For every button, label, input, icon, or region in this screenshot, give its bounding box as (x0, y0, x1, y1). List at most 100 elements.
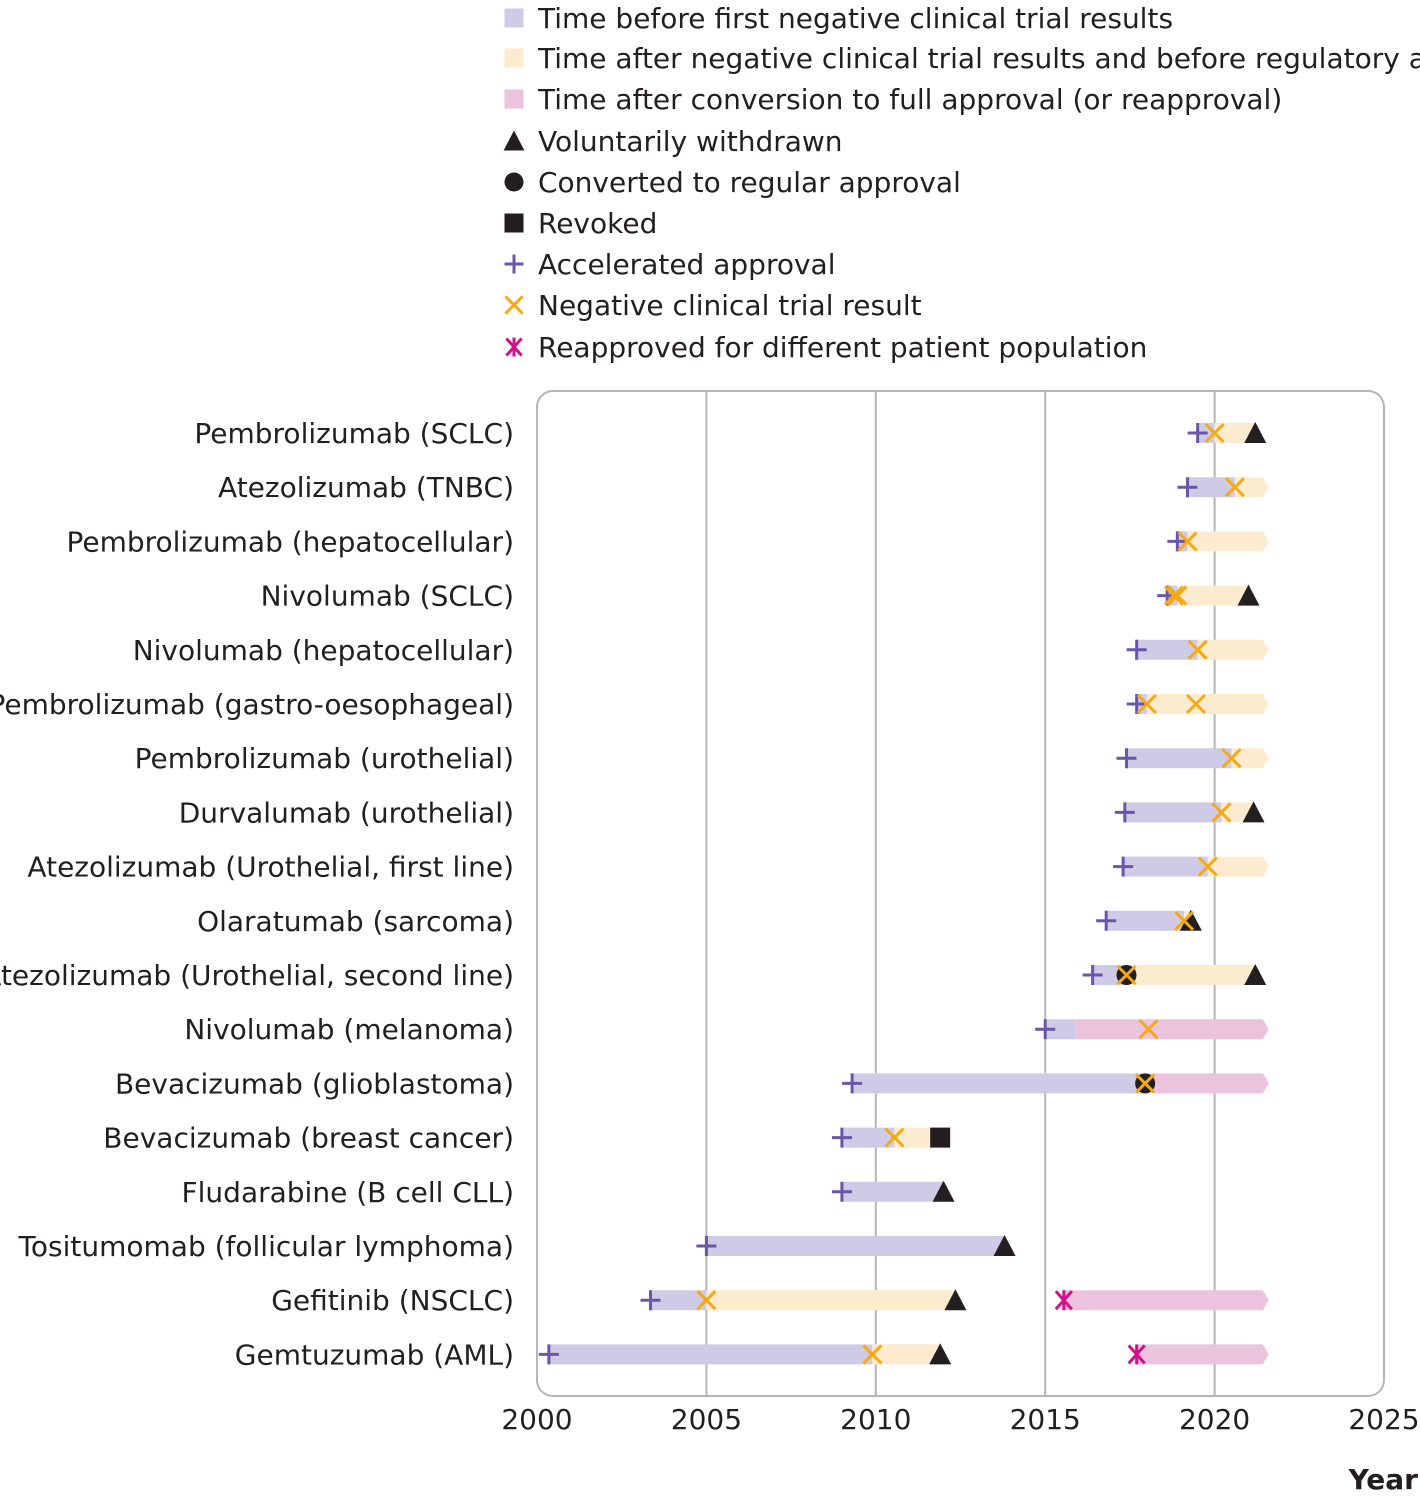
square-icon (930, 1128, 950, 1148)
legend-label: Time after negative clinical trial resul… (537, 42, 1420, 75)
asterisk-marker-icon (506, 338, 521, 357)
chart-row: Atezolizumab (TNBC) (218, 471, 1269, 504)
triangle-marker-icon (504, 131, 525, 151)
cross-marker-icon (505, 296, 522, 313)
bar-segment-after-negative (1187, 531, 1268, 551)
chart-row: Nivolumab (melanoma) (184, 1013, 1268, 1046)
x-tick-label: 2020 (1179, 1403, 1250, 1436)
legend-item-accelerated: Accelerated approval (505, 248, 836, 281)
legend-item-after_conversion: Time after conversion to full approval (… (505, 83, 1283, 116)
legend-label: Reapproved for different patient populat… (538, 331, 1147, 364)
legend-label: Accelerated approval (538, 248, 835, 281)
x-tick-label: 2010 (840, 1403, 911, 1436)
legend-item-revoked: Revoked (505, 207, 658, 240)
row-label: Gemtuzumab (AML) (235, 1338, 514, 1371)
x-tick-label: 2005 (671, 1403, 742, 1436)
chart-row: Pembrolizumab (gastro-oesophageal) (0, 688, 1269, 721)
bar-segment-before-negative (1123, 857, 1208, 877)
bar-segment-before-negative (1127, 748, 1232, 768)
chart-row: Olaratumab (sarcoma) (197, 905, 1202, 938)
chart-row: Bevacizumab (breast cancer) (103, 1122, 950, 1155)
bar-segment-before-negative (1125, 802, 1222, 822)
row-label: Nivolumab (hepatocellular) (133, 634, 514, 667)
bar-segment-before-negative (549, 1344, 873, 1364)
legend-item-negative: Negative clinical trial result (505, 289, 921, 322)
legend-label: Negative clinical trial result (538, 289, 922, 322)
legend-label: Time after conversion to full approval (… (537, 83, 1282, 116)
plus-marker-icon (505, 255, 524, 274)
chart-row: Durvalumab (urothelial) (179, 796, 1265, 829)
chart-row: Nivolumab (SCLC) (261, 580, 1260, 613)
chart-row: Gemtuzumab (AML) (235, 1338, 1269, 1371)
chart-row: Atezolizumab (Urothelial, first line) (27, 851, 1268, 884)
row-label: Atezolizumab (TNBC) (218, 471, 514, 504)
row-label: Nivolumab (SCLC) (261, 580, 514, 613)
row-label: Atezolizumab (Urothelial, first line) (27, 851, 514, 884)
bar-segment-after-negative (1177, 586, 1248, 606)
asterisk-icon (506, 338, 521, 357)
legend-label: Voluntarily withdrawn (538, 125, 843, 158)
legend: Time before first negative clinical tria… (504, 2, 1420, 364)
legend-label: Time before first negative clinical tria… (537, 2, 1173, 35)
row-label: Atezolizumab (Urothelial, second line) (0, 959, 514, 992)
row-label: Pembrolizumab (hepatocellular) (66, 525, 514, 558)
purple-square-marker-icon (505, 9, 524, 28)
bar-segment-before-negative (852, 1073, 1145, 1093)
row-label: Bevacizumab (breast cancer) (103, 1122, 514, 1155)
bar-segment-before-negative (1106, 911, 1184, 931)
x-tick-label: 2000 (501, 1403, 572, 1436)
bar-segment-before-negative (706, 1236, 1004, 1256)
row-label: Gefitinib (NSCLC) (271, 1284, 514, 1317)
yellow-square-marker-icon (505, 49, 524, 68)
bar-segment-after-negative (1198, 640, 1269, 660)
row-label: Bevacizumab (glioblastoma) (115, 1067, 514, 1100)
chart-row: Tositumomab (follicular lymphoma) (18, 1230, 1016, 1263)
chart-row: Bevacizumab (glioblastoma) (115, 1067, 1269, 1100)
bar-segment-after-conversion (1137, 1344, 1269, 1364)
bar-segment-after-conversion (1064, 1290, 1269, 1310)
square-marker-icon (505, 214, 524, 233)
square-icon (505, 214, 524, 233)
chart-row: Fludarabine (B cell CLL) (182, 1176, 955, 1209)
bar-segment-after-negative (1147, 694, 1269, 714)
legend-item-reapproved: Reapproved for different patient populat… (506, 331, 1147, 364)
bar-segment-after-conversion (1076, 1019, 1269, 1039)
bar-segment-after-negative (1127, 965, 1256, 985)
legend-item-converted: Converted to regular approval (505, 166, 961, 199)
x-tick-label: 2025 (1348, 1403, 1419, 1436)
row-label: Nivolumab (melanoma) (184, 1013, 514, 1046)
legend-label: Revoked (538, 207, 657, 240)
cross-icon (505, 296, 522, 313)
bar-segment-after-conversion (1145, 1073, 1269, 1093)
legend-label: Converted to regular approval (538, 166, 961, 199)
row-label: Pembrolizumab (gastro-oesophageal) (0, 688, 514, 721)
row-label: Fludarabine (B cell CLL) (182, 1176, 514, 1209)
bar-segment-before-negative (842, 1182, 944, 1202)
bar-segment-after-negative (1208, 857, 1269, 877)
row-label: Durvalumab (urothelial) (179, 796, 514, 829)
revoked-marker-icon (930, 1128, 950, 1148)
legend-item-before_negative: Time before first negative clinical tria… (505, 2, 1174, 35)
x-axis-label: Year (1348, 1463, 1419, 1496)
rows: Pembrolizumab (SCLC) Atezolizumab (TNBC) P… (0, 417, 1269, 1371)
row-label: Pembrolizumab (SCLC) (194, 417, 514, 450)
chart-row: Pembrolizumab (urothelial) (135, 742, 1269, 775)
bar-segment-after-negative (872, 1344, 940, 1364)
chart-row: Gefitinib (NSCLC) (271, 1284, 1269, 1317)
pink-square-marker-icon (505, 90, 524, 109)
row-label: Pembrolizumab (urothelial) (135, 742, 514, 775)
pink-square-icon (505, 90, 524, 109)
circle-marker-icon (505, 173, 524, 192)
legend-item-after_negative: Time after negative clinical trial resul… (505, 42, 1420, 75)
chart-row: Atezolizumab (Urothelial, second line) (0, 959, 1266, 992)
row-label: Tositumomab (follicular lymphoma) (18, 1230, 514, 1263)
plus-icon (505, 255, 524, 274)
chart-row: Pembrolizumab (SCLC) (194, 417, 1266, 450)
chart-row: Pembrolizumab (hepatocellular) (66, 525, 1268, 558)
triangle-icon (504, 131, 525, 151)
purple-square-icon (505, 9, 524, 28)
row-label: Olaratumab (sarcoma) (197, 905, 514, 938)
chart-row: Nivolumab (hepatocellular) (133, 634, 1269, 667)
